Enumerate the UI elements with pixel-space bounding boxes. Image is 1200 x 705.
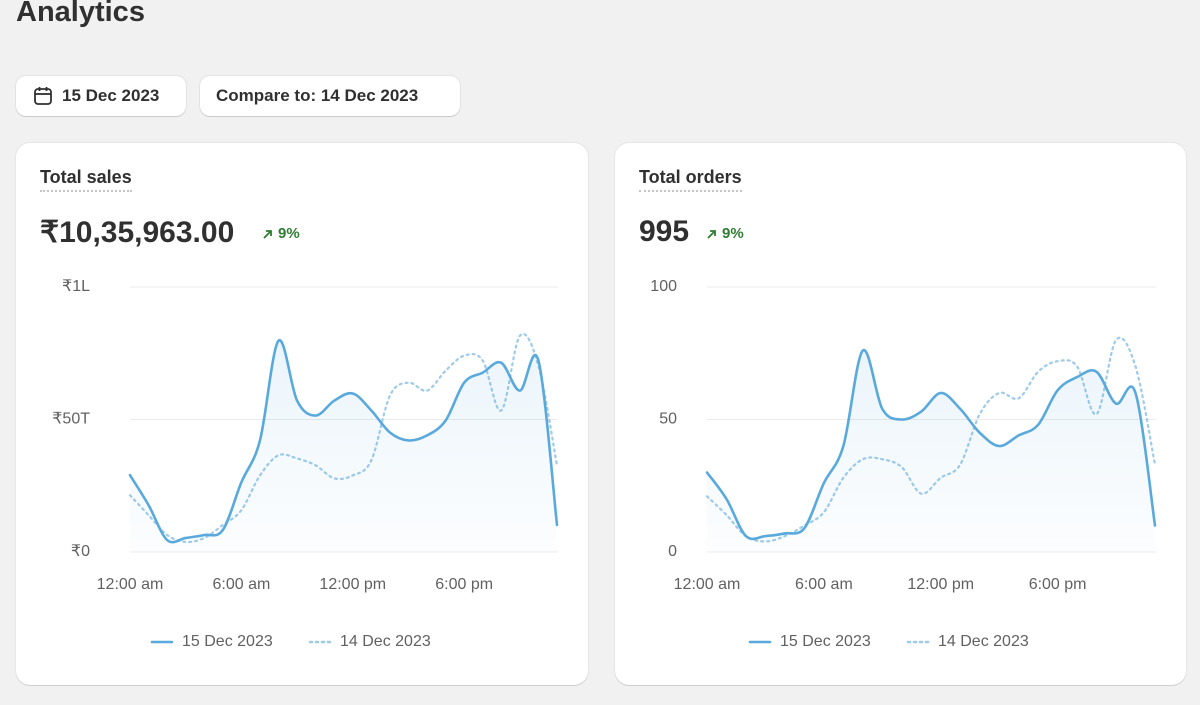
- x-tick-label: 6:00 pm: [435, 576, 493, 593]
- compare-button[interactable]: Compare to: 14 Dec 2023: [200, 76, 460, 116]
- x-tick-label: 6:00 pm: [1029, 576, 1087, 593]
- date-button[interactable]: 15 Dec 2023: [16, 76, 186, 116]
- up-arrow: [707, 229, 716, 239]
- card-value: 995: [639, 215, 690, 248]
- y-tick-label: ₹50T: [52, 411, 90, 428]
- y-tick-label: 0: [668, 543, 677, 560]
- date-label: 15 Dec 2023: [62, 86, 160, 105]
- orders-card: Total orders 995 9% 0 50 100 12:00 am 6:00 a…: [615, 143, 1186, 685]
- x-tick-label: 12:00 pm: [319, 576, 386, 593]
- x-tick-label: 12:00 am: [97, 576, 164, 593]
- card-value: ₹10,35,963.00: [40, 216, 235, 249]
- x-tick-label: 12:00 pm: [907, 576, 974, 593]
- x-tick-label: 6:00 am: [795, 576, 853, 593]
- y-tick-label: ₹1L: [62, 278, 90, 295]
- area: [707, 350, 1155, 552]
- page-title: Analytics: [16, 0, 145, 28]
- change-indicator: 9%: [706, 225, 744, 242]
- area: [130, 340, 557, 552]
- change-value: 9%: [278, 225, 300, 242]
- legend-label: 14 Dec 2023: [340, 633, 431, 650]
- up-arrow: [263, 229, 272, 239]
- legend-label: 14 Dec 2023: [938, 633, 1029, 650]
- series-line: [128, 339, 559, 544]
- y-tick-label: 100: [650, 278, 677, 295]
- series-line: [705, 349, 1157, 541]
- sales-card: Total sales ₹10,35,963.00 9% ₹0 ₹50T ₹1L 12…: [16, 143, 588, 685]
- y-tick-label: ₹0: [71, 543, 90, 560]
- calendar-icon: [34, 87, 52, 105]
- change-value: 9%: [722, 225, 744, 242]
- card-title[interactable]: Total orders: [639, 167, 742, 192]
- compare-label: Compare to: 14 Dec 2023: [216, 86, 419, 105]
- legend-label: 15 Dec 2023: [182, 633, 273, 650]
- x-tick-label: 12:00 am: [674, 576, 741, 593]
- x-tick-label: 6:00 am: [212, 576, 270, 593]
- chart: 0 50 100 12:00 am 6:00 am 12:00 pm 6:00 pm 15 D…: [650, 278, 1157, 650]
- y-tick-label: 50: [659, 411, 677, 428]
- legend-label: 15 Dec 2023: [780, 633, 871, 650]
- card-title[interactable]: Total sales: [40, 167, 132, 192]
- change-indicator: 9%: [262, 225, 300, 242]
- chart: ₹0 ₹50T ₹1L 12:00 am 6:00 am 12:00 pm 6:00 pm 1…: [52, 278, 559, 650]
